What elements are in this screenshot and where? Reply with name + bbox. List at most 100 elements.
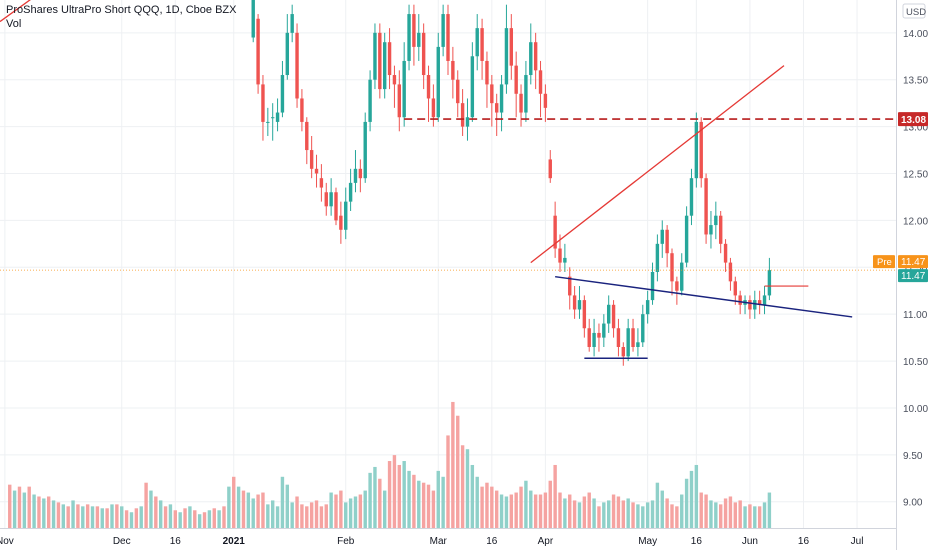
candle-body [256,18,260,85]
candle-body [280,75,285,113]
candle-body [680,262,684,291]
candle-body [285,32,290,76]
volume-bar [558,492,562,528]
volume-bar [275,506,280,528]
candle-body [524,75,528,113]
volume-bar [684,478,689,528]
volume-bar [733,502,738,528]
candle-body [670,253,674,282]
candle-body [431,98,436,118]
price-axis[interactable]: 14.00 13.50 13.00 12.50 12.00 11.50 11.00 10.50… [873,0,932,550]
volume-bar [85,504,90,528]
volume-bar [631,502,635,528]
y-tick-label: 10.00 [903,404,928,415]
x-tick-label: 16 [691,536,703,547]
candle-body [309,150,314,169]
volume-bar [154,496,158,528]
y-tick-label: 9.50 [903,451,923,462]
y-tick-label: 14.00 [903,29,928,40]
x-tick-label: Jul [851,536,864,547]
uptrend-line [530,65,785,264]
time-axis[interactable]: Nov Dec 16 2021 Feb Mar 16 Apr May 16 Jun 16 Jul [0,528,896,548]
candle-body [382,42,387,90]
candle-body [631,328,635,347]
volume-bar [553,464,557,528]
volume-bar [144,482,148,528]
last-price-tag [898,269,928,283]
candle-body [529,42,533,76]
volume-bar [149,490,153,528]
volume-bar [134,508,139,528]
volume-bar [232,476,236,528]
chart-title: ProShares UltraPro Short QQQ, 1D, Cboe B… [6,4,237,16]
volume-bar [655,482,660,528]
volume-bar [709,500,713,528]
volume-bar [407,470,411,528]
candle-body [728,262,733,282]
candle-body [514,65,518,94]
candle-body [762,295,767,305]
candle-body [305,121,309,151]
y-tick-label: 11.00 [903,310,928,321]
candle-body [689,178,694,216]
volume-bar [95,506,100,528]
volume-bar [514,492,518,528]
volume-bar [465,449,470,528]
volume-bar [197,514,202,528]
volume-bar [46,496,51,528]
volume-bar [188,506,192,528]
volume-bar [178,512,182,528]
volume-bar [611,494,616,528]
candle-body [251,0,255,38]
volume-bar [387,461,392,528]
resistance-price-text: 13.08 [901,115,926,126]
candle-body [723,243,728,263]
candle-body [645,300,650,315]
pre-tag-label: Pre [877,257,892,268]
candle-body [314,168,319,174]
volume-bar [509,494,514,528]
candle-body [738,295,742,305]
candle-body [533,42,538,71]
volume-bars [8,401,772,528]
candle-body [548,159,552,179]
volume-bar [568,494,572,528]
volume-bar [475,476,479,528]
pre-price-text: 11.47 [901,257,926,268]
volume-bar [90,506,95,528]
volume-bar [499,494,504,528]
candle-body [358,168,363,179]
candle-body [460,103,465,127]
volume-bar [548,480,552,528]
x-tick-label: Nov [0,536,14,547]
volume-bar [689,470,694,528]
volume-bar [12,490,17,528]
volume-bar [592,498,596,528]
candle-body [348,182,353,202]
volume-bar [460,445,465,528]
volume-bar [295,496,299,528]
candle-body [597,332,601,338]
candle-body [684,215,689,263]
volume-bar [699,492,703,528]
candle-body [553,215,557,249]
volume-bar [56,502,61,528]
candle-body [568,276,572,296]
volume-bar [42,498,46,528]
volume-bar [402,461,406,528]
candle-body [392,75,397,85]
volume-bar [363,490,367,528]
volume-bar [76,504,80,528]
candle-body [704,178,708,235]
volume-bar [173,510,178,528]
candle-body [446,14,450,61]
volume-bar [280,476,285,528]
volume-bar [636,504,640,528]
currency-box [902,3,926,19]
volume-bar [728,496,733,528]
candle-body [714,215,718,226]
drawing-annotations [0,0,896,359]
candle-body [563,257,567,263]
candle-body [441,14,445,47]
